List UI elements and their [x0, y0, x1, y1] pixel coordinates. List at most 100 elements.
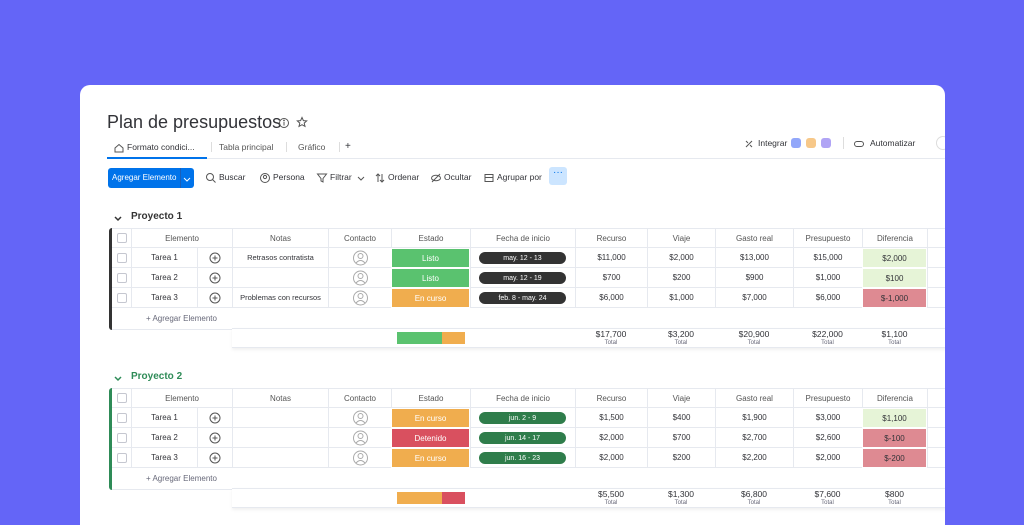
amount-cell[interactable]: $2,600 [793, 428, 862, 448]
amount-cell[interactable]: $1,900 [715, 408, 793, 428]
amount-cell[interactable]: $6,000 [793, 288, 862, 308]
amount-cell[interactable]: $3,000 [793, 408, 862, 428]
view-tab[interactable]: Formato condici... [127, 142, 195, 152]
comment-icon[interactable] [197, 408, 232, 428]
group-title[interactable]: Proyecto 2 [131, 371, 183, 382]
contact-avatar[interactable] [328, 288, 391, 308]
date-pill[interactable]: jun. 2 - 9 [479, 412, 566, 424]
amount-cell[interactable]: $1,000 [793, 268, 862, 288]
group-chevron[interactable] [112, 371, 124, 383]
notes-cell[interactable] [232, 408, 328, 428]
add-tab[interactable]: + [345, 141, 351, 152]
date-pill[interactable]: jun. 16 - 23 [479, 452, 566, 464]
checkbox[interactable] [117, 273, 127, 283]
status-cell[interactable]: Listo [391, 268, 470, 288]
item-cell[interactable]: Tarea 2 [131, 428, 197, 448]
amount-cell[interactable]: $2,000 [793, 448, 862, 468]
checkbox[interactable] [117, 453, 127, 463]
checkbox[interactable] [117, 233, 127, 243]
amount-cell[interactable]: $700 [575, 268, 647, 288]
automate-button[interactable]: Automatizar [870, 138, 916, 148]
amount-cell[interactable]: $11,000 [575, 248, 647, 268]
column-header: Presupuesto [793, 228, 862, 248]
amount-cell[interactable]: $700 [647, 428, 715, 448]
amount-cell[interactable]: $2,000 [575, 428, 647, 448]
collapse-button[interactable] [936, 136, 945, 150]
item-cell[interactable]: Tarea 3 [131, 288, 197, 308]
status-cell[interactable]: En curso [391, 408, 470, 428]
toolbar-action[interactable]: Ocultar [444, 172, 472, 182]
status-cell[interactable]: Detenido [391, 428, 470, 448]
date-pill[interactable]: feb. 8 - may. 24 [479, 292, 566, 304]
difference-cell[interactable]: $1,100 [862, 408, 927, 428]
comment-icon[interactable] [197, 428, 232, 448]
status-cell[interactable]: En curso [391, 448, 470, 468]
amount-cell[interactable]: $7,000 [715, 288, 793, 308]
contact-avatar[interactable] [328, 408, 391, 428]
more-button[interactable]: ··· [549, 167, 567, 185]
comment-icon-svg [209, 452, 221, 464]
group-chevron[interactable] [112, 211, 124, 223]
add-item-button[interactable] [108, 168, 194, 188]
group-title[interactable]: Proyecto 1 [131, 211, 183, 222]
contact-avatar[interactable] [328, 428, 391, 448]
checkbox[interactable] [117, 393, 127, 403]
difference-cell[interactable]: $-200 [862, 448, 927, 468]
amount-cell[interactable]: $200 [647, 268, 715, 288]
amount-cell[interactable]: $1,500 [575, 408, 647, 428]
date-pill[interactable]: may. 12 - 19 [479, 272, 566, 284]
toolbar-action[interactable]: Buscar [219, 172, 246, 182]
item-cell[interactable]: Tarea 2 [131, 268, 197, 288]
amount-cell[interactable]: $1,000 [647, 288, 715, 308]
date-pill[interactable]: may. 12 - 13 [479, 252, 566, 264]
difference-cell[interactable]: $100 [862, 268, 927, 288]
integrate-button[interactable]: Integrar [758, 138, 788, 148]
add-row[interactable]: + Agregar Elemento [112, 308, 232, 330]
notes-cell[interactable] [232, 428, 328, 448]
toolbar-action[interactable]: Ordenar [388, 172, 420, 182]
checkbox[interactable] [117, 433, 127, 443]
toolbar-action[interactable]: Persona [273, 172, 305, 182]
contact-avatar[interactable] [328, 448, 391, 468]
amount-cell[interactable]: $2,000 [575, 448, 647, 468]
item-cell[interactable]: Tarea 1 [131, 408, 197, 428]
checkbox[interactable] [117, 253, 127, 263]
view-tab[interactable]: Tabla principal [219, 142, 274, 152]
comment-icon[interactable] [197, 448, 232, 468]
status-summary-segment [397, 332, 443, 344]
amount-cell[interactable]: $2,200 [715, 448, 793, 468]
difference-cell[interactable]: $-1,000 [862, 288, 927, 308]
add-row[interactable]: + Agregar Elemento [112, 468, 232, 490]
difference-cell[interactable]: $2,000 [862, 248, 927, 268]
notes-cell[interactable]: Retrasos contratista [232, 248, 328, 268]
contact-avatar[interactable] [328, 268, 391, 288]
item-cell[interactable]: Tarea 3 [131, 448, 197, 468]
comment-icon[interactable] [197, 288, 232, 308]
date-pill[interactable]: jun. 14 - 17 [479, 432, 566, 444]
checkbox[interactable] [117, 413, 127, 423]
amount-cell[interactable]: $900 [715, 268, 793, 288]
amount-cell[interactable]: $400 [647, 408, 715, 428]
amount-cell[interactable]: $2,000 [647, 248, 715, 268]
comment-icon[interactable] [197, 268, 232, 288]
status-cell[interactable]: En curso [391, 288, 470, 308]
amount-cell[interactable]: $6,000 [575, 288, 647, 308]
notes-cell[interactable]: Problemas con recursos [232, 288, 328, 308]
add-item-label[interactable]: Agregar Elemento [112, 173, 177, 182]
comment-icon[interactable] [197, 248, 232, 268]
toolbar-action[interactable]: Filtrar [330, 172, 352, 182]
difference-cell[interactable]: $-100 [862, 428, 927, 448]
home-icon [113, 141, 125, 153]
status-cell[interactable]: Listo [391, 248, 470, 268]
contact-avatar[interactable] [328, 248, 391, 268]
amount-cell[interactable]: $200 [647, 448, 715, 468]
checkbox[interactable] [117, 293, 127, 303]
item-cell[interactable]: Tarea 1 [131, 248, 197, 268]
view-tab[interactable]: Gráfico [298, 142, 326, 152]
amount-cell[interactable]: $2,700 [715, 428, 793, 448]
amount-cell[interactable]: $13,000 [715, 248, 793, 268]
notes-cell[interactable] [232, 448, 328, 468]
toolbar-action[interactable]: Agrupar por [497, 172, 542, 182]
notes-cell[interactable] [232, 268, 328, 288]
amount-cell[interactable]: $15,000 [793, 248, 862, 268]
